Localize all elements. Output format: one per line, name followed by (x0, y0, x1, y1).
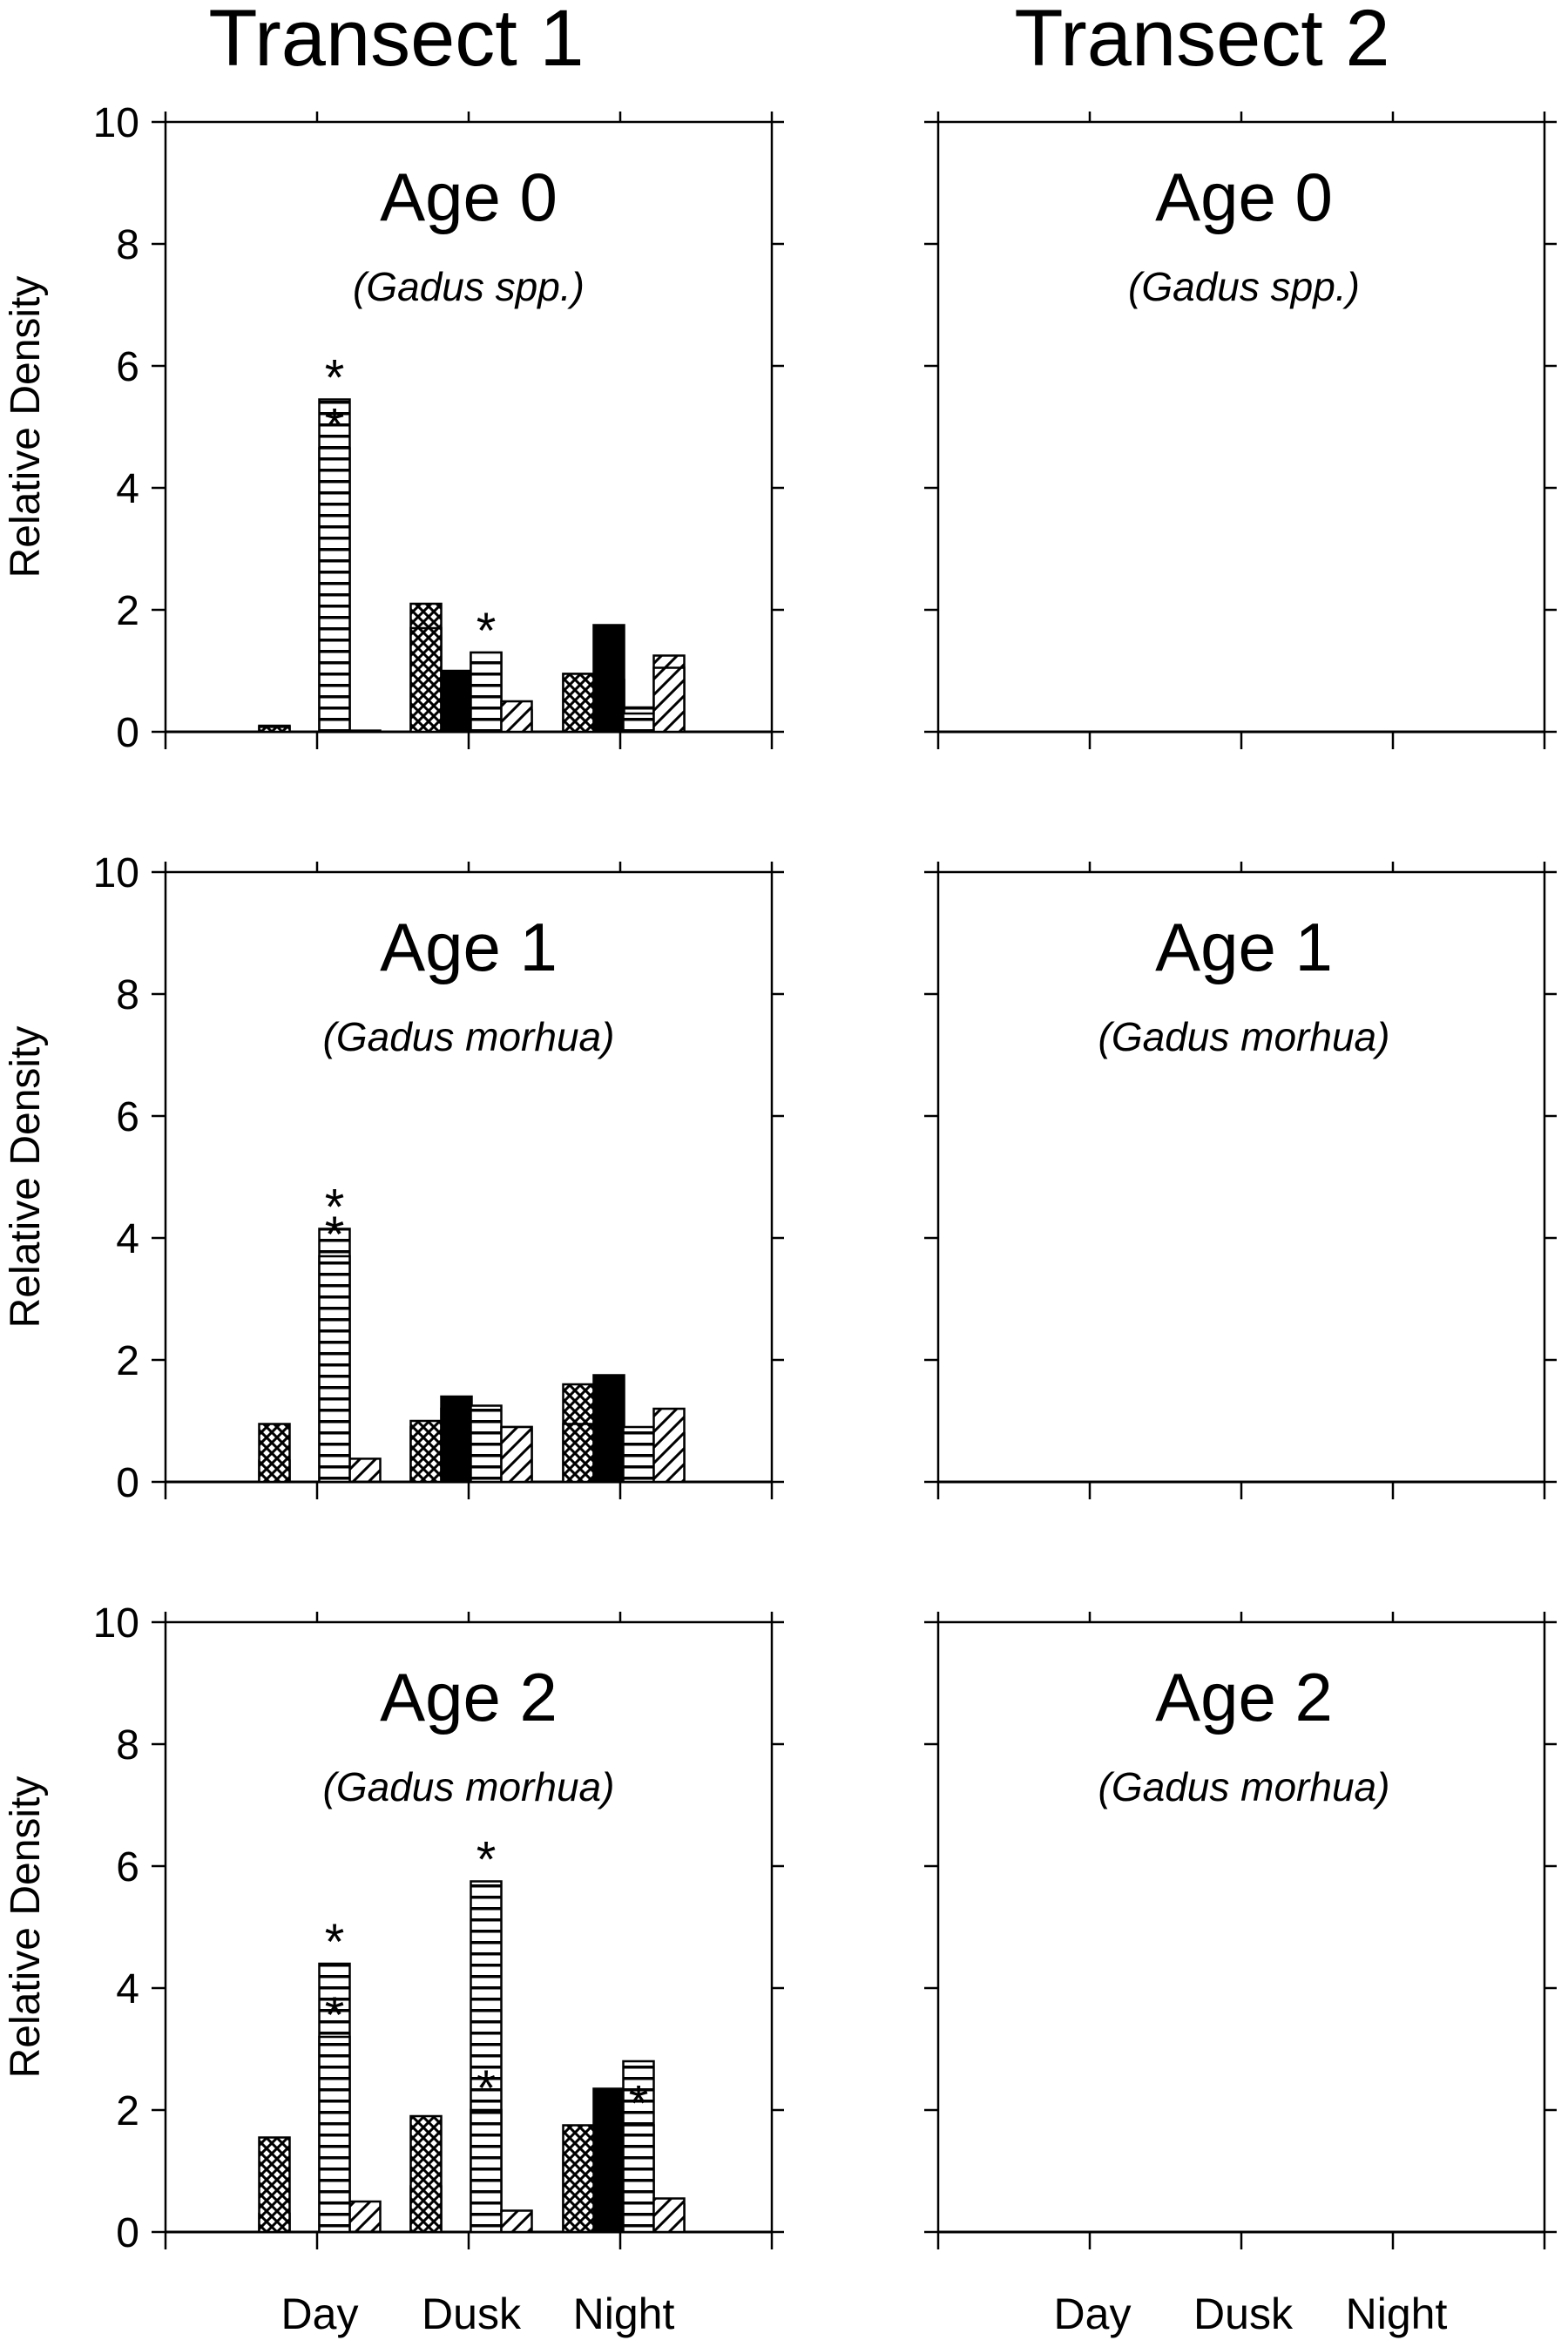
bar-crosshatch-night (562, 673, 595, 734)
bar-crosshatch-night (562, 2124, 595, 2234)
significance-star: * (325, 399, 345, 456)
panel-species-label: (Gadus morhua) (1098, 1764, 1390, 1809)
panel-row-0-col-0: 0 2 4 6 8 10 Relative Density Age 0 (Gadus spp.)… (3, 100, 784, 756)
bar-horizontal-stripes-night (622, 1425, 655, 1484)
bar-crosshatch-dusk (409, 1419, 443, 1484)
significance-star: * (325, 1207, 345, 1263)
bar-crosshatch-dusk (409, 2114, 443, 2234)
y-tick-label: 4 (116, 466, 139, 512)
y-tick-label: 0 (116, 2210, 139, 2256)
bar-crosshatch-night (562, 1423, 595, 1484)
panel-age-title: Age 1 (1155, 909, 1333, 985)
significance-star: * (325, 1914, 345, 1971)
bar-diagonal-hatch-dusk (500, 1425, 533, 1484)
bar-crosshatch-day (258, 726, 291, 734)
column-title-transect-2: Transect 2 (1014, 0, 1389, 83)
panel-species-label: (Gadus spp.) (1128, 264, 1360, 309)
bar-horizontal-stripes-dusk (470, 2108, 503, 2234)
panel-species-label: (Gadus morhua) (323, 1014, 615, 1059)
significance-star: * (325, 350, 345, 407)
x-category-label-dusk-transect-1: Dusk (422, 2290, 522, 2338)
bar-crosshatch-day (258, 2136, 291, 2234)
y-tick-label: 6 (116, 344, 139, 390)
x-category-label-night-transect-2: Night (1346, 2290, 1448, 2338)
y-tick-label: 2 (116, 2088, 139, 2134)
y-tick-label: 4 (116, 1966, 139, 2012)
y-tick-label: 10 (93, 100, 139, 146)
significance-star: * (325, 1180, 345, 1236)
bar-horizontal-stripes-night (622, 2124, 655, 2234)
panel-row-2-col-1: Age 2 (Gadus morhua) * * * (258, 1612, 1557, 2249)
bar-horizontal-stripes-day (318, 447, 351, 734)
y-tick-label: 8 (116, 1722, 139, 1769)
bar-horizontal-stripes-day (318, 2035, 351, 2234)
y-tick-label: 2 (116, 588, 139, 634)
panel-species-label: (Gadus morhua) (323, 1764, 615, 1809)
bar-solid-black-night (592, 1435, 625, 1484)
panel-age-title: Age 0 (1155, 159, 1333, 235)
bar-horizontal-stripes-day (318, 1255, 351, 1484)
y-tick-label: 2 (116, 1338, 139, 1384)
bar-diagonal-hatch-dusk (500, 2209, 533, 2234)
bar-solid-black-dusk (440, 669, 473, 734)
bar-horizontal-stripes-dusk (470, 1404, 503, 1484)
panel-age-title: Age 0 (380, 159, 558, 235)
significance-star: * (476, 1832, 497, 1889)
panel-species-label: (Gadus spp.) (353, 264, 585, 309)
panel-age-title: Age 1 (380, 909, 558, 985)
bar-diagonal-hatch-night (652, 666, 686, 734)
y-tick-label: 10 (93, 1600, 139, 1647)
bar-solid-black-dusk (440, 1395, 473, 1484)
x-category-label-day-transect-1: Day (281, 2290, 359, 2338)
bar-diagonal-hatch-day (348, 2200, 382, 2234)
significance-star: * (629, 2076, 649, 2133)
y-tick-label: 4 (116, 1216, 139, 1262)
panel-species-label: (Gadus morhua) (1098, 1014, 1390, 1059)
x-category-label-dusk-transect-2: Dusk (1193, 2290, 1294, 2338)
bar-solid-black-night (592, 624, 625, 734)
bar-diagonal-hatch-day (348, 1458, 382, 1484)
panel-row-2-col-0: 0 2 4 6 8 10 Relative Density Age 2 (Gadus morhu… (3, 1600, 784, 2256)
y-axis-label: Relative Density (3, 276, 49, 578)
bar-horizontal-stripes-dusk (470, 651, 503, 734)
y-axis-label: Relative Density (3, 1776, 49, 2079)
y-tick-label: 8 (116, 222, 139, 268)
panel-age-title: Age 2 (380, 1659, 558, 1735)
bar-horizontal-stripes-night (622, 712, 655, 734)
significance-star: * (476, 2060, 497, 2117)
significance-star: * (325, 1987, 345, 2044)
panel-row-1-col-1: Age 1 (Gadus morhua) * (258, 862, 1557, 1499)
y-tick-label: 6 (116, 1094, 139, 1140)
column-title-transect-1: Transect 1 (208, 0, 584, 83)
panels: 0 2 4 6 8 10 Relative Density Age 0 (Gadus spp.)… (3, 100, 1557, 2256)
bar-crosshatch-dusk (409, 626, 443, 734)
bar-solid-black-night (592, 2087, 625, 2234)
y-tick-label: 8 (116, 972, 139, 1018)
panel-age-title: Age 2 (1155, 1659, 1333, 1735)
y-tick-label: 0 (116, 710, 139, 756)
bar-diagonal-hatch-night (652, 2197, 686, 2234)
y-tick-label: 6 (116, 1844, 139, 1890)
bar-crosshatch-day (258, 1423, 291, 1484)
significance-star: * (476, 603, 497, 659)
bar-diagonal-hatch-dusk (500, 700, 533, 734)
y-tick-label: 10 (93, 850, 139, 896)
x-category-label-night-transect-1: Night (573, 2290, 675, 2338)
y-axis-label: Relative Density (3, 1026, 49, 1329)
bar-diagonal-hatch-night (652, 1407, 686, 1484)
panel-row-0-col-1: Age 0(Gadus spp.)* (258, 112, 1557, 749)
y-tick-label: 0 (116, 1460, 139, 1506)
x-category-label-day-transect-2: Day (1054, 2290, 1132, 2338)
